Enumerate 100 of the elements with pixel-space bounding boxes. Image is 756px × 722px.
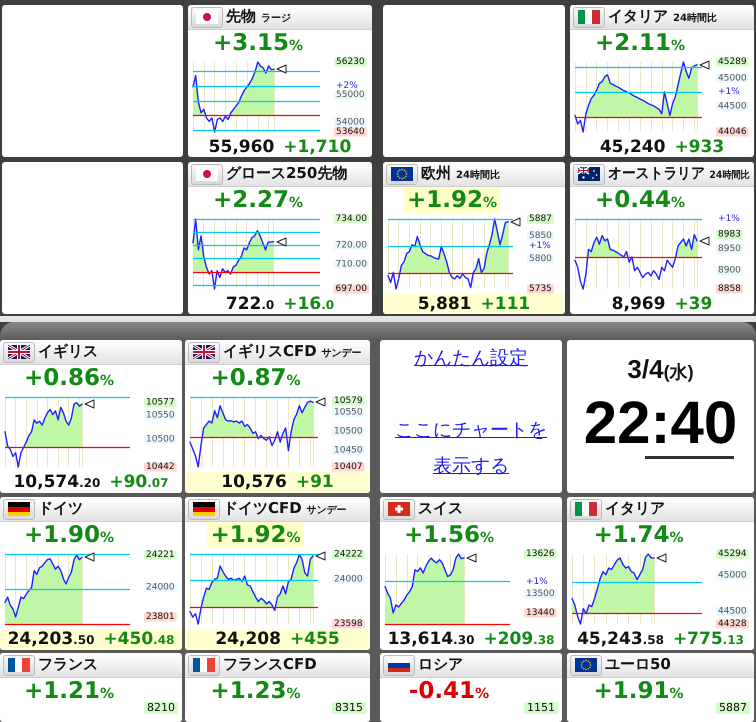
text: フランスCFD xyxy=(223,655,317,673)
chart-title: イギリス xyxy=(38,342,98,360)
text: +775.13 xyxy=(672,629,744,649)
y-tick-label: 8858 xyxy=(718,284,742,294)
text: +1.74% xyxy=(593,522,684,548)
text: +1.92% xyxy=(406,187,498,213)
text: +2.11% xyxy=(594,30,686,56)
y-tick-label: 10550 xyxy=(334,407,363,418)
y-tick-label: 45294 xyxy=(718,549,747,559)
text: 24,203.50 xyxy=(8,629,94,649)
y-tick-label: 23598 xyxy=(334,619,363,629)
y-tick-label: 10500 xyxy=(334,426,363,436)
text: +0.87% xyxy=(210,365,301,391)
chart-subtitle: サンデー xyxy=(306,505,347,516)
y-tick-label: 5735 xyxy=(529,284,552,294)
y-tick-label: 5800 xyxy=(529,254,552,264)
chart-title: イギリスCFD xyxy=(223,342,317,360)
text: 8315 xyxy=(332,701,366,714)
text: 3/4(水) xyxy=(627,354,694,384)
chart-subtitle: 24時間比 xyxy=(456,170,500,181)
y-tick-label: 10579 xyxy=(334,396,363,406)
chart-title: 先物 xyxy=(226,7,256,25)
chart-title: ドイツCFD xyxy=(223,499,302,517)
text: +1.56% xyxy=(404,522,494,548)
y-tick-label: 44500 xyxy=(718,606,747,617)
y-tick-label: 23801 xyxy=(146,612,175,622)
y-tick-label: 5887 xyxy=(529,214,552,224)
text: 55,960 xyxy=(208,137,274,157)
text: 5,881 xyxy=(418,294,472,314)
text: +1% xyxy=(529,241,551,252)
text: +1.90% xyxy=(24,522,114,548)
text: 13,614.30 xyxy=(388,629,474,649)
y-tick-label: 13626 xyxy=(526,549,555,559)
y-tick-label: 734.00 xyxy=(336,214,368,224)
y-tick-label: 24222 xyxy=(334,550,363,560)
text: ロシア xyxy=(418,655,463,673)
text: +933 xyxy=(674,137,724,157)
text: ユーロ50 xyxy=(605,655,671,673)
y-tick-label: 44046 xyxy=(718,127,747,137)
text: +3.15% xyxy=(212,30,304,56)
y-tick-label: 5850 xyxy=(529,231,552,242)
chart-title: イタリア xyxy=(605,499,665,517)
text: ここにチャートを表示する xyxy=(394,418,548,479)
text: かんたん設定 xyxy=(413,346,529,371)
y-tick-label: 720.00 xyxy=(336,240,368,250)
y-tick-label: 45000 xyxy=(718,73,747,84)
y-tick-label: 8950 xyxy=(718,244,742,254)
y-tick-label: 45000 xyxy=(718,570,747,580)
text: 24,208 xyxy=(215,629,281,649)
y-tick-label: 10442 xyxy=(146,462,175,472)
text: 10,574.20 xyxy=(13,472,100,492)
text: 10,576 xyxy=(221,472,287,492)
chart-title: スイス xyxy=(418,499,463,517)
text: +455 xyxy=(290,629,340,649)
text: 8,969 xyxy=(612,294,666,314)
text: +209.38 xyxy=(483,629,554,649)
text: 24時間比 xyxy=(709,170,750,181)
text: +111 xyxy=(480,294,530,314)
chart-title: 欧州 xyxy=(421,164,451,182)
chart-title: オーストラリア xyxy=(608,164,705,182)
y-tick-label: 44328 xyxy=(718,619,747,629)
y-tick-label: 13500 xyxy=(526,588,555,599)
text: 45,243.58 xyxy=(577,629,664,649)
y-tick-label: 45289 xyxy=(718,57,747,67)
y-tick-label: 10500 xyxy=(146,434,175,444)
text: +1.91% xyxy=(593,678,684,704)
y-tick-label: 24221 xyxy=(146,550,175,560)
text: サンデー xyxy=(322,348,362,359)
y-tick-label: 24000 xyxy=(146,582,175,593)
text: 1151 xyxy=(524,701,558,714)
y-tick-label: 54000 xyxy=(336,117,365,128)
text: +2.27% xyxy=(212,187,304,213)
chart-title: ドイツ xyxy=(38,499,83,517)
chart-title: グロース250先物 xyxy=(226,164,348,182)
text: +90.07 xyxy=(109,472,169,492)
text: +16.0 xyxy=(283,294,334,314)
y-tick-label: 697.00 xyxy=(336,284,368,294)
text: +1,710 xyxy=(283,137,352,157)
text: -0.41% xyxy=(408,678,490,704)
text: 45,240 xyxy=(600,137,666,157)
text: +1% xyxy=(526,576,548,587)
y-tick-label: 13440 xyxy=(526,608,555,618)
y-tick-label: 10550 xyxy=(146,410,175,421)
text: +91 xyxy=(296,472,334,492)
y-tick-label: 8983 xyxy=(718,230,741,240)
y-tick-label: 53640 xyxy=(336,127,365,137)
y-tick-label: 10577 xyxy=(146,398,175,408)
chart-subtitle: 24時間比 xyxy=(673,13,717,24)
y-tick-label: 8900 xyxy=(718,266,742,276)
text: +0.44% xyxy=(594,187,686,213)
text: +1% xyxy=(718,214,740,224)
text: +39 xyxy=(674,294,712,314)
text: +1% xyxy=(718,87,740,98)
text: +450.48 xyxy=(103,629,174,649)
y-tick-label: 56230 xyxy=(336,57,365,67)
chart-title: イタリア xyxy=(608,7,668,25)
text: +1.21% xyxy=(24,678,114,704)
text: +0.86% xyxy=(24,365,114,391)
y-tick-label: 55000 xyxy=(336,90,365,100)
text: フランス xyxy=(38,655,98,673)
